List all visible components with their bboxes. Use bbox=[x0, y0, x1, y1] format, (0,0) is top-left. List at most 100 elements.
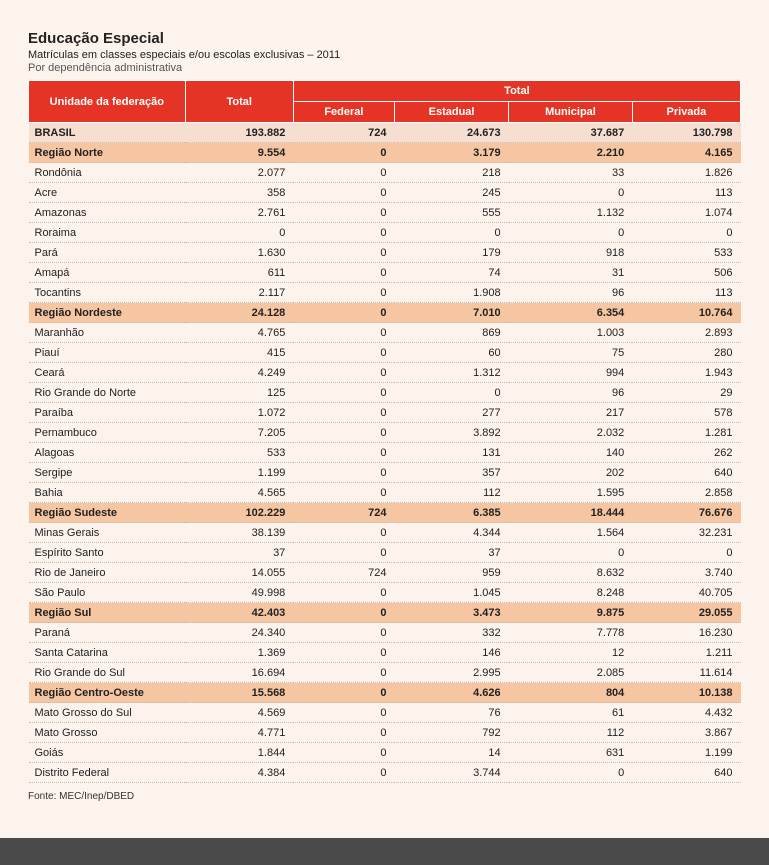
cell-total: 533 bbox=[185, 443, 293, 463]
cell-federal: 0 bbox=[293, 403, 394, 423]
table-row: Roraima00000 bbox=[29, 223, 741, 243]
cell-total: 14.055 bbox=[185, 563, 293, 583]
cell-federal: 724 bbox=[293, 563, 394, 583]
cell-federal: 0 bbox=[293, 543, 394, 563]
cell-federal: 0 bbox=[293, 643, 394, 663]
cell-label: Alagoas bbox=[29, 443, 186, 463]
cell-estadual: 60 bbox=[394, 343, 508, 363]
cell-estadual: 869 bbox=[394, 323, 508, 343]
cell-privada: 0 bbox=[632, 223, 740, 243]
table-row: Rio de Janeiro14.0557249598.6323.740 bbox=[29, 563, 741, 583]
cell-total: 24.340 bbox=[185, 623, 293, 643]
cell-federal: 0 bbox=[293, 263, 394, 283]
cell-municipal: 31 bbox=[509, 263, 633, 283]
cell-federal: 0 bbox=[293, 723, 394, 743]
cell-estadual: 2.995 bbox=[394, 663, 508, 683]
cell-total: 2.117 bbox=[185, 283, 293, 303]
cell-estadual: 14 bbox=[394, 743, 508, 763]
cell-privada: 1.943 bbox=[632, 363, 740, 383]
table-row: Espírito Santo3703700 bbox=[29, 543, 741, 563]
cell-label: BRASIL bbox=[29, 123, 186, 143]
table-row: Distrito Federal4.38403.7440640 bbox=[29, 763, 741, 783]
cell-label: Rio Grande do Sul bbox=[29, 663, 186, 683]
table-body: BRASIL193.88272424.67337.687130.798Regiã… bbox=[29, 123, 741, 783]
cell-privada: 262 bbox=[632, 443, 740, 463]
table-row: Bahia4.56501121.5952.858 bbox=[29, 483, 741, 503]
cell-municipal: 2.032 bbox=[509, 423, 633, 443]
cell-municipal: 0 bbox=[509, 223, 633, 243]
cell-estadual: 0 bbox=[394, 383, 508, 403]
header-sub-privada: Privada bbox=[632, 102, 740, 123]
cell-federal: 0 bbox=[293, 603, 394, 623]
cell-municipal: 12 bbox=[509, 643, 633, 663]
cell-privada: 29.055 bbox=[632, 603, 740, 623]
data-table: Unidade da federação Total Total Federal… bbox=[28, 80, 741, 783]
table-row: São Paulo49.99801.0458.24840.705 bbox=[29, 583, 741, 603]
cell-total: 4.249 bbox=[185, 363, 293, 383]
cell-federal: 0 bbox=[293, 763, 394, 783]
cell-federal: 0 bbox=[293, 323, 394, 343]
cell-estadual: 0 bbox=[394, 223, 508, 243]
cell-privada: 3.740 bbox=[632, 563, 740, 583]
table-row: Mato Grosso4.77107921123.867 bbox=[29, 723, 741, 743]
cell-privada: 32.231 bbox=[632, 523, 740, 543]
cell-municipal: 0 bbox=[509, 183, 633, 203]
table-row: Tocantins2.11701.90896113 bbox=[29, 283, 741, 303]
cell-federal: 0 bbox=[293, 163, 394, 183]
cell-privada: 1.074 bbox=[632, 203, 740, 223]
cell-label: Região Norte bbox=[29, 143, 186, 163]
cell-label: Rio de Janeiro bbox=[29, 563, 186, 583]
cell-label: Paraná bbox=[29, 623, 186, 643]
cell-municipal: 0 bbox=[509, 763, 633, 783]
cell-estadual: 357 bbox=[394, 463, 508, 483]
cell-label: Amazonas bbox=[29, 203, 186, 223]
cell-privada: 578 bbox=[632, 403, 740, 423]
cell-privada: 40.705 bbox=[632, 583, 740, 603]
cell-municipal: 37.687 bbox=[509, 123, 633, 143]
cell-municipal: 61 bbox=[509, 703, 633, 723]
table-row: Região Norte9.55403.1792.2104.165 bbox=[29, 143, 741, 163]
cell-municipal: 96 bbox=[509, 383, 633, 403]
cell-municipal: 918 bbox=[509, 243, 633, 263]
cell-privada: 1.281 bbox=[632, 423, 740, 443]
cell-total: 38.139 bbox=[185, 523, 293, 543]
cell-privada: 4.165 bbox=[632, 143, 740, 163]
cell-municipal: 33 bbox=[509, 163, 633, 183]
cell-federal: 0 bbox=[293, 703, 394, 723]
cell-federal: 0 bbox=[293, 363, 394, 383]
cell-label: Maranhão bbox=[29, 323, 186, 343]
header-sub-estadual: Estadual bbox=[394, 102, 508, 123]
cell-privada: 10.138 bbox=[632, 683, 740, 703]
source-text: Fonte: MEC/Inep/DBED bbox=[28, 791, 741, 802]
cell-federal: 0 bbox=[293, 523, 394, 543]
page-subtitle2: Por dependência administrativa bbox=[28, 62, 741, 74]
cell-total: 49.998 bbox=[185, 583, 293, 603]
cell-label: Mato Grosso do Sul bbox=[29, 703, 186, 723]
table-row: Goiás1.8440146311.199 bbox=[29, 743, 741, 763]
cell-federal: 0 bbox=[293, 283, 394, 303]
cell-estadual: 3.892 bbox=[394, 423, 508, 443]
cell-federal: 0 bbox=[293, 683, 394, 703]
header-sub-municipal: Municipal bbox=[509, 102, 633, 123]
cell-estadual: 76 bbox=[394, 703, 508, 723]
cell-estadual: 1.045 bbox=[394, 583, 508, 603]
cell-label: Tocantins bbox=[29, 283, 186, 303]
table-header: Unidade da federação Total Total Federal… bbox=[29, 81, 741, 123]
cell-label: Bahia bbox=[29, 483, 186, 503]
cell-privada: 11.614 bbox=[632, 663, 740, 683]
cell-label: Rio Grande do Norte bbox=[29, 383, 186, 403]
cell-federal: 0 bbox=[293, 243, 394, 263]
cell-privada: 76.676 bbox=[632, 503, 740, 523]
table-row: Ceará4.24901.3129941.943 bbox=[29, 363, 741, 383]
cell-total: 16.694 bbox=[185, 663, 293, 683]
cell-total: 15.568 bbox=[185, 683, 293, 703]
cell-label: Acre bbox=[29, 183, 186, 203]
table-row: Região Nordeste24.12807.0106.35410.764 bbox=[29, 303, 741, 323]
cell-label: Paraíba bbox=[29, 403, 186, 423]
cell-federal: 0 bbox=[293, 343, 394, 363]
page-title: Educação Especial bbox=[28, 30, 741, 47]
cell-label: Ceará bbox=[29, 363, 186, 383]
cell-estadual: 4.344 bbox=[394, 523, 508, 543]
cell-privada: 0 bbox=[632, 543, 740, 563]
cell-privada: 4.432 bbox=[632, 703, 740, 723]
